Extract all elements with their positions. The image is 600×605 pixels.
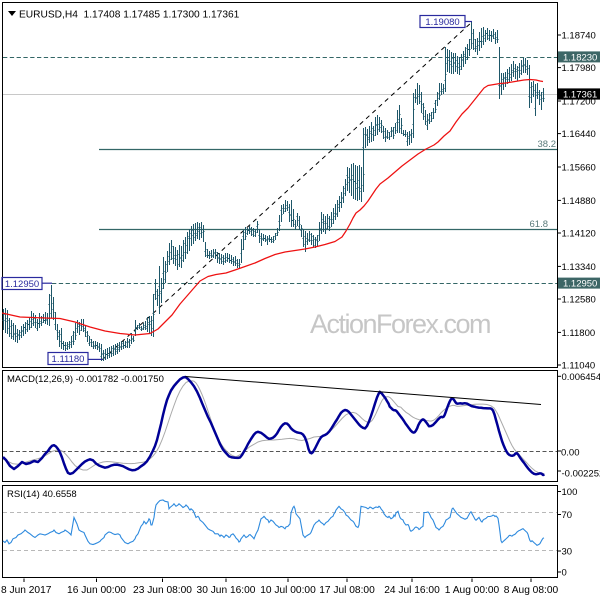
svg-text:61.8: 61.8 [530, 219, 549, 230]
svg-text:30: 30 [562, 547, 573, 558]
svg-text:1.12950: 1.12950 [5, 279, 39, 290]
svg-text:24 Jul 16:00: 24 Jul 16:00 [384, 585, 440, 596]
svg-text:1.12950: 1.12950 [563, 279, 597, 290]
svg-text:1.11040: 1.11040 [562, 361, 596, 372]
svg-text:RSI(14) 40.6558: RSI(14) 40.6558 [7, 489, 77, 500]
svg-text:1.18230: 1.18230 [563, 53, 597, 64]
svg-text:MACD(12,26,9) -0.001782 -0.001: MACD(12,26,9) -0.001782 -0.001750 [7, 374, 164, 385]
svg-text:1.18740: 1.18740 [562, 31, 596, 42]
svg-text:1.13340: 1.13340 [562, 262, 596, 273]
svg-text:10 Jul 00:00: 10 Jul 00:00 [260, 585, 316, 596]
svg-text:8 Jun 2017: 8 Jun 2017 [1, 585, 52, 596]
svg-text:1.14880: 1.14880 [562, 196, 596, 207]
svg-text:-0.002252: -0.002252 [562, 469, 600, 480]
svg-text:1 Aug 00:00: 1 Aug 00:00 [445, 585, 500, 596]
svg-text:1.17980: 1.17980 [562, 63, 596, 74]
svg-text:1.14120: 1.14120 [562, 229, 596, 240]
svg-text:30 Jun 16:00: 30 Jun 16:00 [197, 585, 256, 596]
svg-text:1.11800: 1.11800 [562, 328, 596, 339]
svg-text:8 Aug 08:00: 8 Aug 08:00 [504, 585, 559, 596]
svg-text:0.006454: 0.006454 [562, 372, 600, 383]
svg-text:0.00: 0.00 [561, 448, 580, 459]
svg-text:17 Jul 08:00: 17 Jul 08:00 [319, 585, 375, 596]
svg-text:23 Jun 08:00: 23 Jun 08:00 [133, 585, 192, 596]
svg-text:1.15660: 1.15660 [562, 163, 596, 174]
svg-text:1.11180: 1.11180 [52, 354, 85, 365]
svg-text:70: 70 [562, 510, 573, 521]
svg-text:1.16440: 1.16440 [562, 129, 596, 140]
svg-text:1.17361: 1.17361 [563, 90, 597, 101]
svg-text:0: 0 [562, 568, 567, 579]
svg-text:ActionForex.com: ActionForex.com [310, 309, 490, 339]
svg-text:1.12580: 1.12580 [562, 295, 596, 306]
svg-text:100: 100 [562, 487, 578, 498]
svg-text:38.2: 38.2 [538, 139, 557, 150]
svg-text:16 Jun 00:00: 16 Jun 00:00 [67, 585, 126, 596]
svg-text:1.19080: 1.19080 [425, 17, 459, 28]
svg-text:EURUSD,H4 1.17408 1.17485 1.1: EURUSD,H4 1.17408 1.17485 1.17300 1.1736… [19, 10, 240, 21]
